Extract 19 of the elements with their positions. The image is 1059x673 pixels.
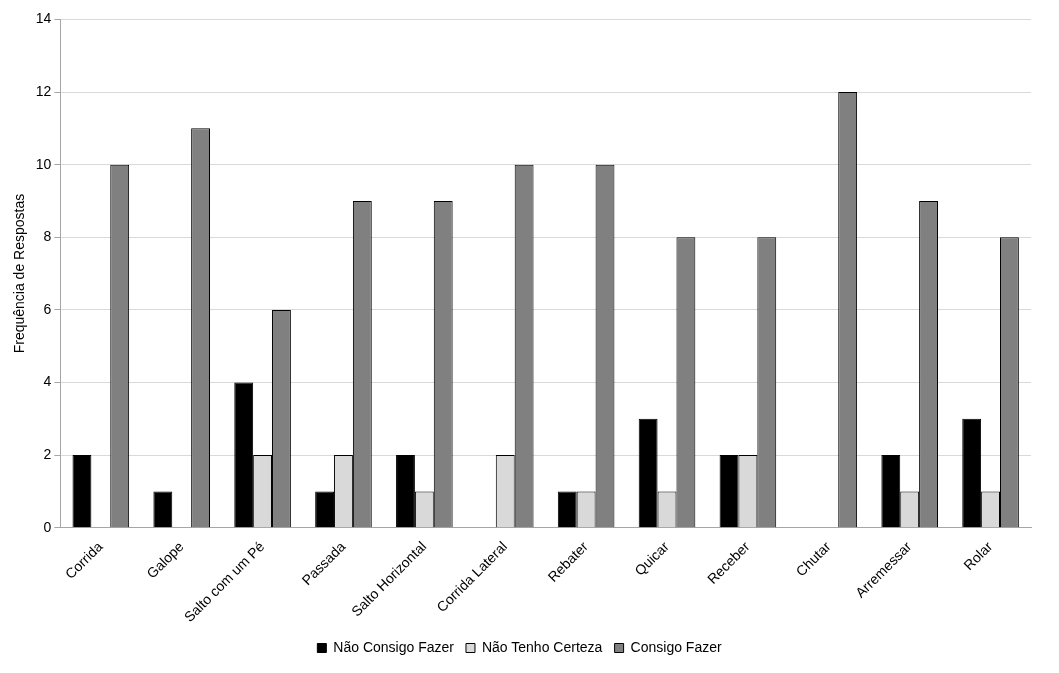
y-tick-label: 2 bbox=[43, 445, 52, 462]
bar bbox=[962, 418, 982, 528]
y-tick-label: 10 bbox=[35, 155, 52, 172]
y-tick-label: 8 bbox=[43, 228, 52, 245]
bar bbox=[315, 491, 335, 528]
bar bbox=[396, 455, 415, 528]
bar bbox=[153, 491, 173, 528]
bar bbox=[881, 455, 901, 528]
legend-label: Não Tenho Certeza bbox=[481, 638, 603, 655]
legend-label: Consigo Fazer bbox=[630, 638, 722, 655]
y-tick-label: 4 bbox=[43, 373, 52, 390]
bar bbox=[557, 491, 577, 528]
y-tick-label: 12 bbox=[35, 82, 52, 99]
y-tick-label: 14 bbox=[35, 10, 52, 27]
bar bbox=[72, 455, 92, 528]
y-tick-label: 6 bbox=[43, 300, 52, 317]
y-tick-label: 0 bbox=[43, 518, 52, 535]
legend-label: Não Consigo Fazer bbox=[333, 638, 455, 655]
y-axis-title: Frequência de Respostas bbox=[11, 193, 28, 354]
